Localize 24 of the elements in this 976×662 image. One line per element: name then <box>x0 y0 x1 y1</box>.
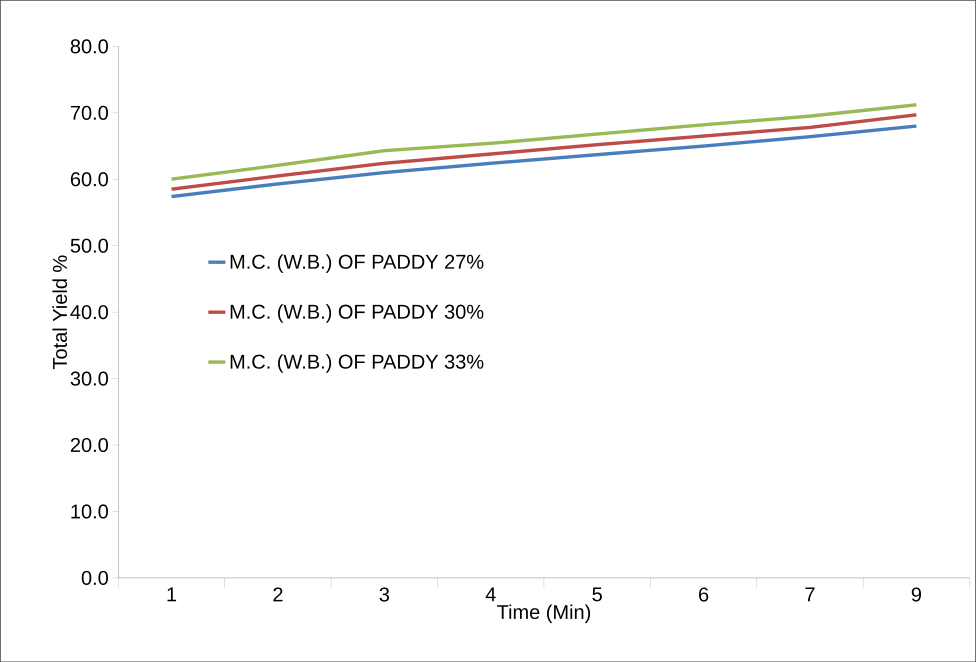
x-tick-label: 9 <box>912 587 922 602</box>
y-tick-label: 70.0 <box>70 106 108 120</box>
x-tick-label: 6 <box>699 587 708 602</box>
y-tick-label: 20.0 <box>70 438 108 452</box>
y-tick-label: 40.0 <box>70 304 108 320</box>
x-tick-label: 7 <box>805 587 815 602</box>
x-axis-title: Time (Min) <box>497 604 590 623</box>
y-tick-label: 30.0 <box>70 371 108 386</box>
x-tick-label: 1 <box>167 587 176 602</box>
y-tick-label: 0.0 <box>82 570 108 585</box>
x-tick-label: 4 <box>486 587 496 602</box>
x-tick-label: 5 <box>592 587 602 602</box>
x-tick-label: 3 <box>380 587 390 602</box>
x-tick-label: 2 <box>273 587 282 602</box>
line-series <box>170 112 918 191</box>
y-tick-label: 50.0 <box>70 238 108 253</box>
y-tick-label: 60.0 <box>70 172 108 186</box>
y-axis-title: Total Yield % <box>52 255 68 369</box>
line-series <box>170 103 918 181</box>
legend-label: M.C. (W.B.) OF PADDY 33% <box>230 354 484 373</box>
y-tick-label: 10.0 <box>71 504 108 518</box>
y-tick-label: 80.0 <box>70 39 108 54</box>
legend-label: M.C. (W.B.) OF PADDY 30% <box>230 304 484 323</box>
legend-label: M.C. (W.B.) OF PADDY 27% <box>230 254 484 273</box>
